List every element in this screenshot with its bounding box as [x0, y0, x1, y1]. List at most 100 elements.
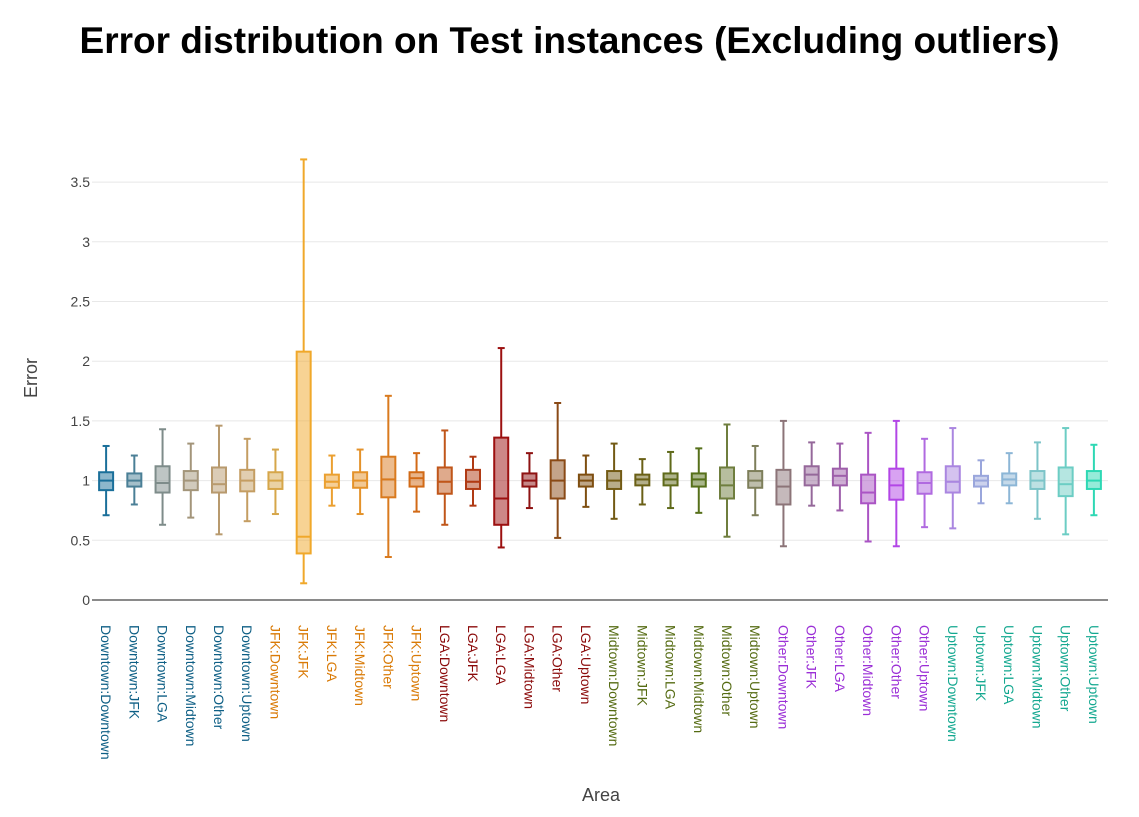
x-tick-label: Other:Midtown	[860, 625, 876, 716]
box-other-midtown	[860, 431, 877, 543]
y-tick-labels: 0 0.5 1 1.5 2 2.5 3 3.5	[71, 174, 91, 608]
iqr-box	[860, 473, 877, 505]
box-downtown-lga	[154, 428, 171, 526]
box-lga-midtown	[521, 452, 538, 510]
iqr-box	[493, 436, 510, 526]
box-downtown-midtown	[182, 442, 199, 519]
x-tick-label: Uptown:LGA	[1001, 625, 1017, 705]
box-uptown-lga	[1001, 452, 1018, 505]
x-tick-label: JFK:Uptown	[409, 625, 425, 701]
x-tick-label: Uptown:Downtown	[945, 625, 961, 742]
box-midtown-midtown	[690, 447, 707, 514]
box-jfk-downtown	[267, 448, 284, 516]
y-tick-label: 0.5	[71, 532, 91, 548]
x-tick-label: JFK:Other	[380, 625, 396, 689]
box-lga-other	[549, 401, 566, 539]
iqr-box	[803, 465, 820, 487]
x-tick-label: Other:Other	[888, 625, 904, 699]
box-midtown-downtown	[606, 442, 623, 520]
x-tick-label: JFK:Downtown	[267, 625, 283, 719]
x-tick-label: LGA:Uptown	[578, 625, 594, 704]
box-other-downtown	[775, 419, 792, 548]
y-tick-label: 2	[82, 353, 90, 369]
y-axis-title: Error	[21, 358, 41, 398]
box-midtown-jfk	[634, 458, 651, 506]
box-jfk-midtown	[352, 448, 369, 516]
y-tick-label: 1.5	[71, 413, 91, 429]
x-tick-label: Downtown:LGA	[155, 625, 171, 723]
iqr-box	[295, 350, 312, 555]
x-tick-label: Downtown:Other	[211, 625, 227, 730]
x-tick-label: Uptown:JFK	[973, 625, 989, 702]
y-tick-label: 2.5	[71, 294, 91, 310]
x-tick-label: JFK:JFK	[296, 625, 312, 679]
box-downtown-uptown	[239, 437, 256, 523]
box-lga-jfk	[465, 455, 481, 507]
x-tick-label: Other:Uptown	[917, 625, 933, 711]
y-tick-label: 3.5	[71, 174, 91, 190]
boxes	[98, 158, 1102, 585]
chart-title: Error distribution on Test instances (Ex…	[79, 20, 1060, 61]
box-uptown-downtown	[944, 427, 961, 530]
gridlines	[92, 181, 1108, 541]
x-tick-label: Other:JFK	[804, 625, 820, 689]
box-jfk-lga	[323, 454, 340, 507]
x-tick-label: JFK:Midtown	[352, 625, 368, 706]
x-tick-label: Other:Downtown	[775, 625, 791, 729]
x-axis-title: Area	[582, 785, 621, 805]
box-uptown-other	[1057, 427, 1074, 536]
x-tick-label: LGA:Downtown	[437, 625, 453, 722]
x-tick-label: Downtown:Uptown	[239, 625, 255, 742]
iqr-box	[380, 455, 397, 499]
iqr-box	[831, 467, 848, 487]
iqr-box	[408, 471, 425, 488]
iqr-box	[747, 470, 764, 489]
box-downtown-jfk	[126, 454, 143, 506]
x-tick-label: Uptown:Other	[1058, 625, 1074, 712]
box-lga-downtown	[436, 429, 453, 526]
x-tick-label: Downtown:Downtown	[98, 625, 114, 760]
x-tick-label: Midtown:Midtown	[691, 625, 707, 733]
y-tick-label: 1	[82, 473, 90, 489]
x-tick-label: LGA:Midtown	[521, 625, 537, 709]
iqr-box	[549, 459, 566, 500]
x-tick-label: JFK:LGA	[324, 625, 340, 682]
box-jfk-other	[380, 394, 397, 559]
x-tick-label: Other:LGA	[832, 625, 848, 693]
iqr-box	[211, 466, 227, 494]
iqr-box	[154, 465, 171, 494]
x-tick-label: Midtown:JFK	[634, 625, 650, 707]
box-other-other	[888, 419, 905, 548]
x-tick-labels: Downtown:Downtown Downtown:JFK Downtown:LG…	[98, 625, 1102, 760]
x-tick-label: Downtown:Midtown	[183, 625, 199, 746]
iqr-box	[465, 468, 481, 490]
box-jfk-jfk	[295, 158, 312, 585]
iqr-box	[1057, 466, 1074, 498]
x-tick-label: Midtown:Other	[719, 625, 735, 716]
box-jfk-uptown	[408, 452, 425, 513]
x-tick-label: Uptown:Uptown	[1086, 625, 1102, 724]
x-tick-label: LGA:LGA	[493, 625, 509, 686]
box-uptown-midtown	[1029, 441, 1046, 520]
box-downtown-other	[211, 424, 227, 536]
x-tick-label: Downtown:JFK	[126, 625, 142, 720]
box-midtown-uptown	[747, 444, 764, 517]
box-other-jfk	[803, 441, 820, 507]
iqr-box	[436, 466, 453, 495]
x-tick-label: LGA:JFK	[465, 625, 481, 682]
x-tick-label: Midtown:Uptown	[747, 625, 763, 729]
x-tick-label: Midtown:LGA	[663, 625, 679, 710]
box-uptown-jfk	[973, 459, 989, 505]
iqr-box	[888, 467, 905, 501]
x-tick-label: LGA:Other	[550, 625, 566, 692]
y-tick-label: 3	[82, 234, 90, 250]
box-midtown-other	[719, 423, 735, 538]
x-tick-label: Uptown:Midtown	[1029, 625, 1045, 729]
box-midtown-lga	[662, 450, 679, 510]
iqr-box	[944, 465, 961, 494]
iqr-box	[719, 466, 735, 500]
box-other-lga	[831, 442, 848, 512]
box-uptown-uptown	[1085, 443, 1102, 517]
x-tick-label: Midtown:Downtown	[606, 625, 622, 746]
